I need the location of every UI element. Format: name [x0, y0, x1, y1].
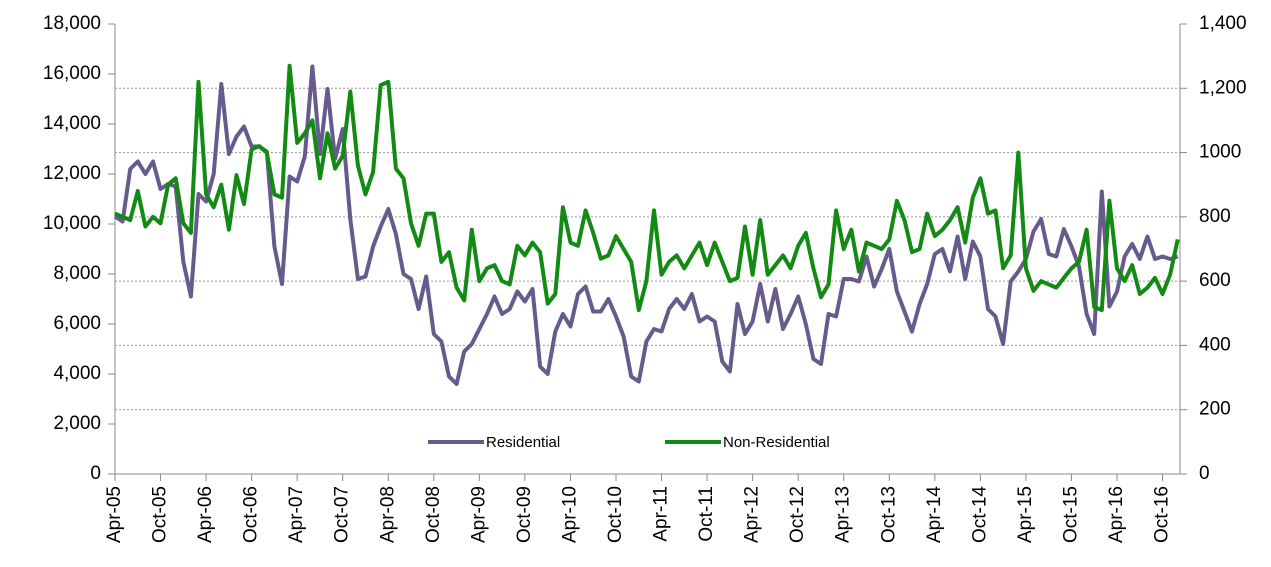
series-line — [113, 64, 1179, 386]
y-tick-label: 0 — [90, 463, 101, 484]
x-tick-label: Apr-12 — [742, 486, 763, 543]
x-tick-label: Apr-06 — [195, 486, 216, 543]
x-tick-label: Oct-10 — [605, 486, 626, 543]
x-tick-label: Apr-10 — [559, 486, 580, 543]
x-tick-label: Apr-11 — [651, 486, 672, 542]
y2-tick-label: 1000 — [1199, 142, 1241, 163]
x-tick-label: Oct-13 — [878, 486, 899, 543]
y-tick-label: 8,000 — [53, 263, 101, 284]
y-tick-label: 2,000 — [53, 413, 101, 434]
x-tick-label: Oct-09 — [514, 486, 535, 543]
y-tick-label: 14,000 — [43, 113, 101, 134]
x-tick-label: Oct-11 — [696, 486, 717, 542]
x-tick-label: Apr-16 — [1106, 486, 1127, 543]
y-tick-label: 12,000 — [43, 163, 101, 184]
x-tick-label: Apr-14 — [924, 486, 945, 543]
x-tick-label: Apr-05 — [104, 486, 125, 543]
x-tick-label: Oct-05 — [150, 486, 171, 543]
y2-tick-label: 1,400 — [1199, 13, 1247, 34]
legend-label: Non-Residential — [723, 434, 830, 451]
x-tick-label: Oct-16 — [1152, 486, 1173, 543]
series-line — [114, 63, 1180, 313]
x-tick-label: Oct-14 — [969, 486, 990, 543]
y2-tick-label: 800 — [1199, 206, 1231, 227]
y2-tick-label: 400 — [1199, 334, 1231, 355]
x-tick-label: Apr-08 — [377, 486, 398, 543]
x-tick-label: Apr-15 — [1015, 486, 1036, 543]
y2-tick-label: 1,200 — [1199, 77, 1247, 98]
x-tick-label: Apr-07 — [286, 486, 307, 543]
y2-tick-label: 0 — [1199, 463, 1210, 484]
y2-tick-label: 200 — [1199, 399, 1231, 420]
y-tick-label: 16,000 — [43, 63, 101, 84]
y-tick-label: 6,000 — [53, 313, 101, 334]
x-tick-label: Oct-08 — [423, 486, 444, 543]
y-tick-label: 18,000 — [43, 13, 101, 34]
x-tick-label: Oct-07 — [332, 486, 353, 543]
legend-label: Residential — [486, 434, 560, 451]
x-tick-label: Apr-09 — [468, 486, 489, 543]
y2-tick-label: 600 — [1199, 270, 1231, 291]
x-tick-label: Oct-06 — [241, 486, 262, 543]
y-tick-label: 4,000 — [53, 363, 101, 384]
y-tick-label: 10,000 — [43, 213, 101, 234]
x-tick-label: Oct-15 — [1060, 486, 1081, 543]
x-tick-label: Apr-13 — [833, 486, 854, 543]
x-tick-label: Oct-12 — [787, 486, 808, 543]
